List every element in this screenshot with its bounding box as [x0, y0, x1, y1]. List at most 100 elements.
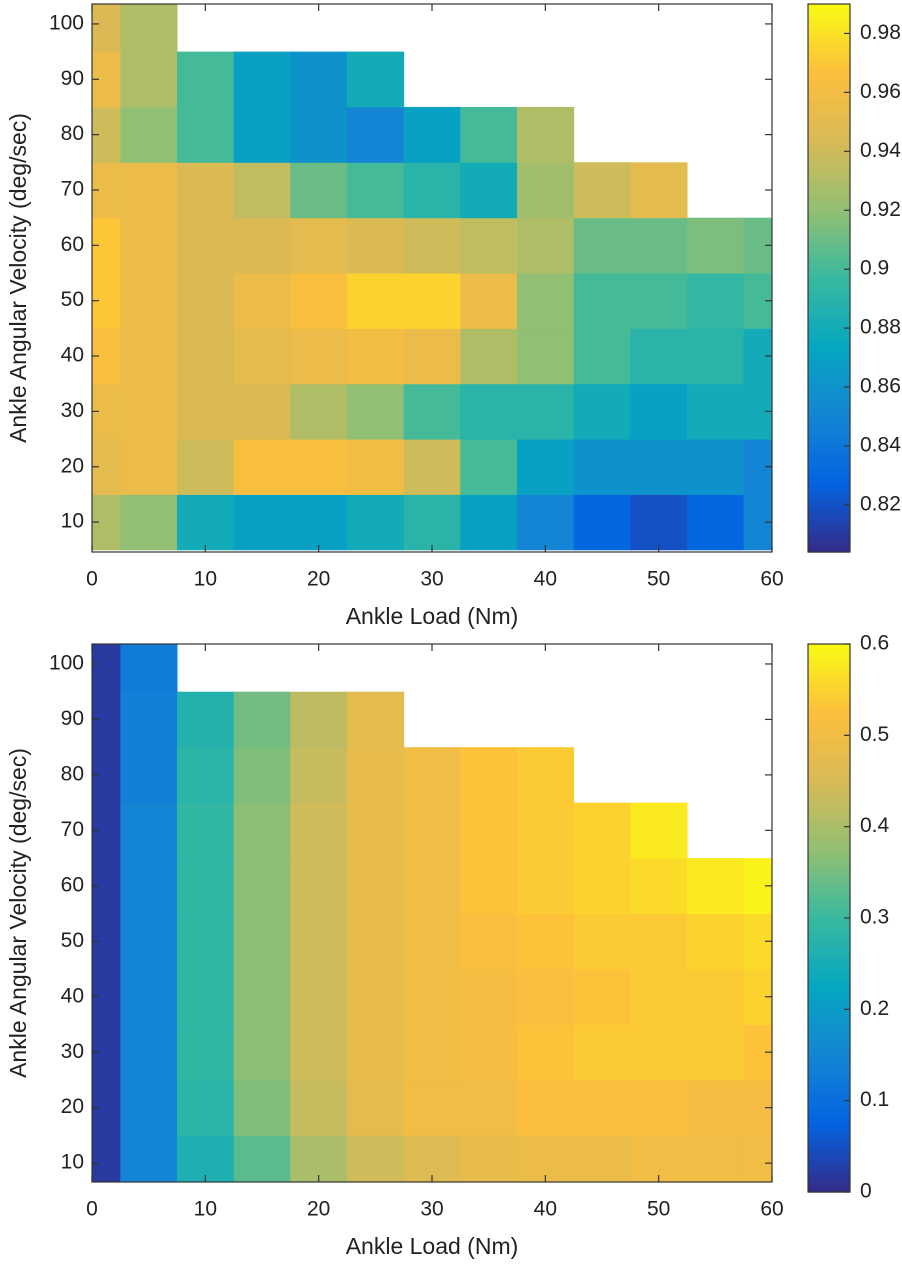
colorbar-step: [808, 1041, 850, 1047]
contour-cell: [460, 1079, 518, 1136]
contour-cell: [347, 51, 405, 108]
contour-cell: [630, 858, 688, 915]
contour-cell: [120, 644, 178, 693]
colorbar-tick-label: 0.96: [860, 80, 901, 103]
contour-cell: [630, 328, 688, 385]
colorbar-step: [808, 1169, 850, 1175]
colorbar-step: [808, 415, 850, 421]
colorbar-step: [808, 8, 850, 14]
contour-panel: 0 10 20 30 40 50 60 10 20 30 40 50 60 70 80 90 100 Ankle …: [5, 632, 889, 1260]
colorbar-step: [808, 817, 850, 823]
contour-cell: [347, 439, 405, 495]
contour-cell: [120, 217, 178, 274]
colorbar-step: [808, 1155, 850, 1161]
colorbar-step: [808, 58, 850, 64]
colorbar-step: [808, 1178, 850, 1184]
x-tick-label: 0: [86, 568, 98, 591]
contour-cell: [290, 383, 348, 440]
contour-cell: [233, 106, 291, 163]
contour-cell: [92, 1135, 121, 1182]
colorbar-step: [808, 968, 850, 974]
colorbar-step: [808, 826, 850, 832]
contour-cell: [233, 439, 291, 495]
colorbar-step: [808, 1013, 850, 1020]
colorbar-step: [808, 268, 850, 275]
contour-cell: [233, 383, 291, 440]
colorbar-step: [808, 662, 850, 668]
x-axis-label: Ankle Load (Nm): [346, 603, 519, 629]
x-tick-label: 0: [86, 1198, 98, 1221]
colorbar-step: [808, 483, 850, 489]
contour-cell: [347, 969, 405, 1025]
y-tick-label: 90: [61, 67, 84, 90]
contour-cell: [687, 383, 745, 440]
colorbar-step: [808, 182, 850, 188]
x-tick-label: 20: [307, 568, 330, 591]
colorbar-step: [808, 1137, 850, 1143]
colorbar-step: [808, 653, 850, 659]
colorbar-step: [808, 209, 850, 215]
contour-cell: [573, 383, 631, 440]
colorbar-step: [808, 131, 850, 138]
contour-cell: [403, 439, 461, 495]
colorbar-step: [808, 291, 850, 297]
contour-cell: [460, 802, 518, 859]
contour-cell: [460, 1135, 518, 1182]
colorbar-step: [808, 698, 850, 704]
colorbar-step: [808, 927, 850, 933]
contour-cell: [403, 162, 461, 219]
contour-cell: [120, 439, 178, 495]
colorbar-step: [808, 104, 850, 110]
contour-cell: [517, 1024, 575, 1081]
y-tick-label: 20: [61, 454, 84, 477]
colorbar-step: [808, 1018, 850, 1024]
colorbar-step: [808, 383, 850, 389]
colorbar-step: [808, 177, 850, 183]
contour-cell: [290, 1079, 348, 1136]
colorbar-step: [808, 904, 850, 910]
x-tick-label: 50: [647, 1198, 670, 1221]
colorbar-step: [808, 346, 850, 352]
colorbar-step: [808, 90, 850, 96]
contour-cell: [687, 439, 745, 495]
colorbar-tick-label: 0: [860, 1180, 872, 1203]
colorbar-step: [808, 726, 850, 732]
contour-cell: [460, 494, 518, 551]
colorbar-step: [808, 1146, 850, 1152]
contour-cell: [177, 273, 235, 329]
colorbar-step: [808, 1032, 850, 1038]
contour-cell: [403, 1024, 461, 1081]
colorbar-step: [808, 781, 850, 787]
colorbar-tick-label: 0.1: [860, 1088, 889, 1111]
colorbar-step: [808, 1114, 850, 1120]
contour-cell: [290, 51, 348, 108]
contour-cell: [403, 1079, 461, 1136]
contour-cell: [347, 1079, 405, 1136]
contour-cell: [177, 913, 235, 970]
colorbar-step: [808, 396, 850, 402]
colorbar-box: [807, 3, 851, 553]
x-tick-label: 10: [194, 568, 217, 591]
contour-cell: [517, 969, 575, 1025]
colorbar-step: [808, 1023, 850, 1029]
contour-cell: [120, 1135, 178, 1182]
contour-cell: [630, 494, 688, 551]
contour-cell: [403, 383, 461, 440]
contour-cell: [460, 383, 518, 440]
colorbar-step: [808, 844, 850, 851]
contour-cell: [347, 273, 405, 329]
contour-cell: [517, 106, 575, 163]
colorbar-step: [808, 364, 850, 370]
colorbar-step: [808, 799, 850, 805]
colorbar-step: [808, 717, 850, 723]
colorbar-tick-label: 0.98: [860, 21, 901, 44]
contour-cell: [630, 1079, 688, 1136]
colorbar-step: [808, 972, 850, 978]
colorbar-step: [808, 954, 850, 960]
colorbar-step: [808, 712, 850, 718]
contour-cell: [120, 913, 178, 970]
colorbar-tick-label: 0.9: [860, 257, 889, 280]
contour-cell: [630, 913, 688, 970]
contour-cell: [120, 747, 178, 804]
colorbar-step: [808, 1073, 850, 1079]
